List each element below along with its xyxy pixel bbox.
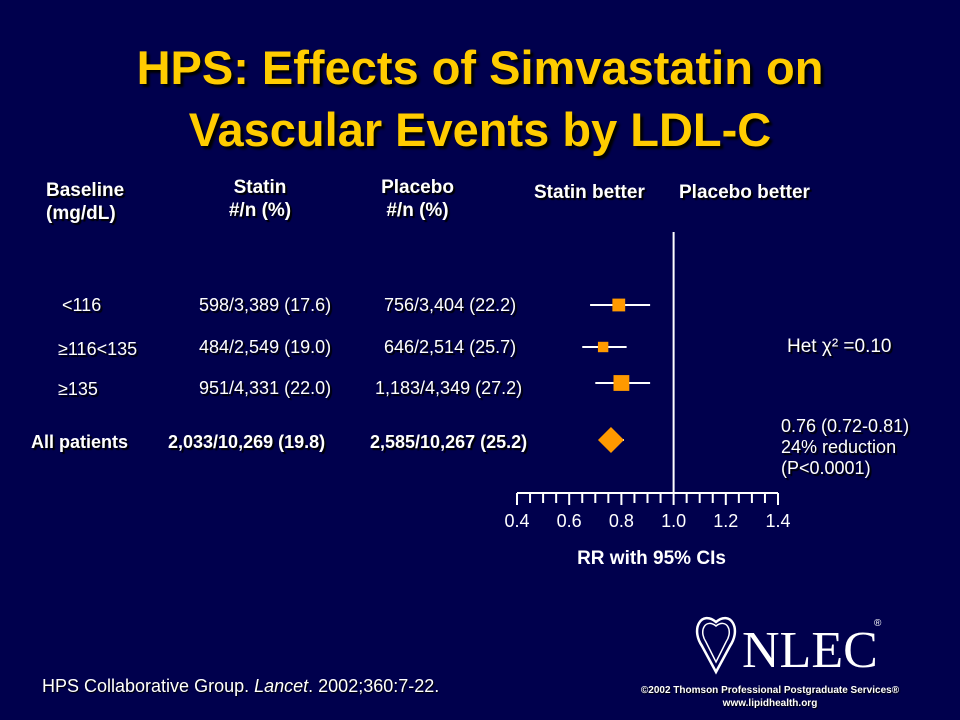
square-marker <box>597 341 609 353</box>
row-all-baseline: All patients <box>31 432 129 452</box>
heart-logo-icon: NLEC ® <box>695 616 882 679</box>
row-3-statin: 951/4,331 (22.0) <box>199 378 332 398</box>
heterogeneity-label: Het χ² =0.10 <box>787 336 892 357</box>
row-all-statin: 2,033/10,269 (19.8) <box>168 432 326 452</box>
x-tick-label: 0.8 <box>609 511 634 531</box>
row-1-baseline: <116 <box>62 295 102 315</box>
row-3-placebo: 1,183/4,349 (27.2) <box>375 378 523 398</box>
square-marker <box>613 375 630 391</box>
summary-result: 0.76 (0.72-0.81) 24% reduction (P<0.0001… <box>781 416 909 479</box>
row-2-placebo: 646/2,514 (25.7) <box>384 337 517 357</box>
statin-header-line1: Statin <box>233 177 287 198</box>
citation-journal: Lancet <box>254 676 309 696</box>
summary-line-1: 0.76 (0.72-0.81) <box>781 416 910 436</box>
diamond-marker <box>597 427 624 453</box>
placebo-header-line2: #/n (%) <box>386 200 449 221</box>
summary-line-3: (P<0.0001) <box>781 458 871 478</box>
placebo-header: Placebo #/n (%) <box>360 176 475 222</box>
citation-authors: HPS Collaborative Group. <box>42 676 255 696</box>
baseline-header: Baseline (mg/dL) <box>46 179 124 225</box>
statin-better-label: Statin better <box>534 182 645 203</box>
citation-rest: . 2002;360:7-22. <box>308 676 440 696</box>
x-tick-label: 0.6 <box>557 511 582 531</box>
row-2-statin: 484/2,549 (19.0) <box>199 337 332 357</box>
x-tick-label: 1.2 <box>713 511 738 531</box>
row-2-baseline: ≥116<135 <box>58 339 138 359</box>
row-all-placebo: 2,585/10,267 (25.2) <box>370 432 528 452</box>
x-tick-label: 1.0 <box>661 511 686 531</box>
title-line-1: HPS: Effects of Simvastatin on <box>136 41 824 94</box>
placebo-header-line1: Placebo <box>381 177 454 198</box>
square-marker <box>612 298 626 312</box>
placebo-better-label: Placebo better <box>679 182 810 203</box>
citation: HPS Collaborative Group. Lancet. 2002;36… <box>42 676 439 697</box>
row-1-placebo: 756/3,404 (22.2) <box>384 295 517 315</box>
svg-text:®: ® <box>874 618 882 629</box>
row-3-baseline: ≥135 <box>58 379 98 399</box>
title-line-2: Vascular Events by LDL-C <box>188 103 772 156</box>
copyright: ©2002 Thomson Professional Postgraduate … <box>640 685 900 696</box>
statin-header-line2: #/n (%) <box>228 200 292 221</box>
nlec-logo: NLEC ® <box>692 612 892 680</box>
logo-text: NLEC <box>742 622 878 679</box>
row-1-statin: 598/3,389 (17.6) <box>199 295 332 315</box>
x-tick-label: 0.4 <box>504 511 529 531</box>
baseline-header-line1: Baseline <box>46 180 125 201</box>
website: www.lipidhealth.org <box>722 698 818 709</box>
summary-line-2: 24% reduction <box>781 437 897 457</box>
x-tick-label: 1.4 <box>765 511 790 531</box>
statin-header: Statin #/n (%) <box>210 176 310 222</box>
x-axis-label: RR with 95% CIs <box>577 548 726 569</box>
baseline-header-line2: (mg/dL) <box>46 203 116 224</box>
